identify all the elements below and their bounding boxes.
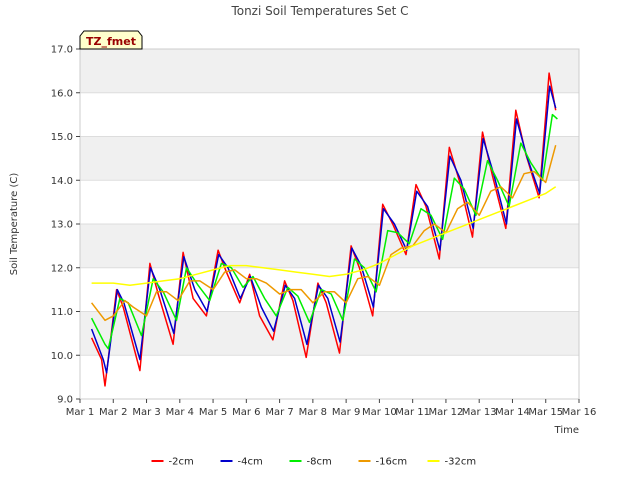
x-tick-label: Mar 4 (166, 407, 194, 418)
site-tag-box (79, 30, 143, 50)
site-tag: TZ_fmet (79, 30, 143, 50)
x-tick-label: Mar 6 (232, 407, 260, 418)
x-tick-label: Mar 14 (495, 407, 530, 418)
x-tick-label: Mar 16 (562, 407, 597, 418)
series-line-4cm (90, 85, 557, 374)
y-tick-label: 14.0 (51, 176, 73, 187)
series-line-2cm (90, 72, 557, 387)
plot-band (80, 311, 579, 356)
x-tick-label: Mar 15 (528, 407, 563, 418)
x-tick-label: Mar 11 (395, 407, 430, 418)
plot-band (80, 224, 579, 268)
x-tick-label: Mar 8 (299, 407, 327, 418)
x-tick-label: Mar 13 (462, 407, 497, 418)
x-axis-ticks: Mar 1 Mar 2 Mar 3 Mar 4 Mar 5 Mar 6 Mar 7 Mar 8… (66, 399, 597, 418)
chart-title: Tonzi Soil Temperatures Set C (230, 4, 408, 18)
y-tick-label: 16.0 (51, 88, 73, 99)
legend: -2cm -4cm -8cm -16cm -32cm (151, 457, 477, 468)
y-tick-label: 10.0 (51, 351, 73, 362)
y-tick-label: 15.0 (51, 132, 73, 143)
legend-label: -32cm (445, 457, 477, 468)
y-tick-label: 12.0 (51, 263, 73, 274)
legend-label: -2cm (169, 457, 194, 468)
y-axis-ticks: 9.0 10.0 11.0 12.0 13.0 14.0 15.0 16.0 17.0 (51, 45, 80, 406)
y-tick-label: 9.0 (57, 395, 73, 406)
x-tick-label: Mar 12 (429, 407, 464, 418)
x-axis-title: Time (554, 425, 579, 436)
legend-label: -8cm (307, 457, 332, 468)
x-tick-label: Mar 10 (362, 407, 397, 418)
series-group (90, 72, 558, 387)
plot-band (80, 49, 579, 93)
site-tag-label: TZ_fmet (86, 35, 136, 48)
plot-bands (80, 49, 579, 356)
x-tick-label: Mar 9 (332, 407, 360, 418)
x-tick-label: Mar 2 (99, 407, 127, 418)
plot-band (80, 136, 579, 181)
y-tick-label: 11.0 (51, 307, 73, 318)
y-axis-title: Soil Temperature (C) (9, 173, 20, 276)
x-tick-label: Mar 3 (132, 407, 160, 418)
legend-label: -16cm (376, 457, 408, 468)
x-tick-label: Mar 1 (66, 407, 94, 418)
x-tick-label: Mar 5 (199, 407, 227, 418)
series-line-32cm (91, 186, 557, 287)
x-tick-label: Mar 7 (265, 407, 293, 418)
y-tick-label: 17.0 (51, 45, 73, 56)
legend-label: -4cm (238, 457, 263, 468)
y-tick-label: 13.0 (51, 220, 73, 231)
series-line-16cm (91, 145, 557, 322)
